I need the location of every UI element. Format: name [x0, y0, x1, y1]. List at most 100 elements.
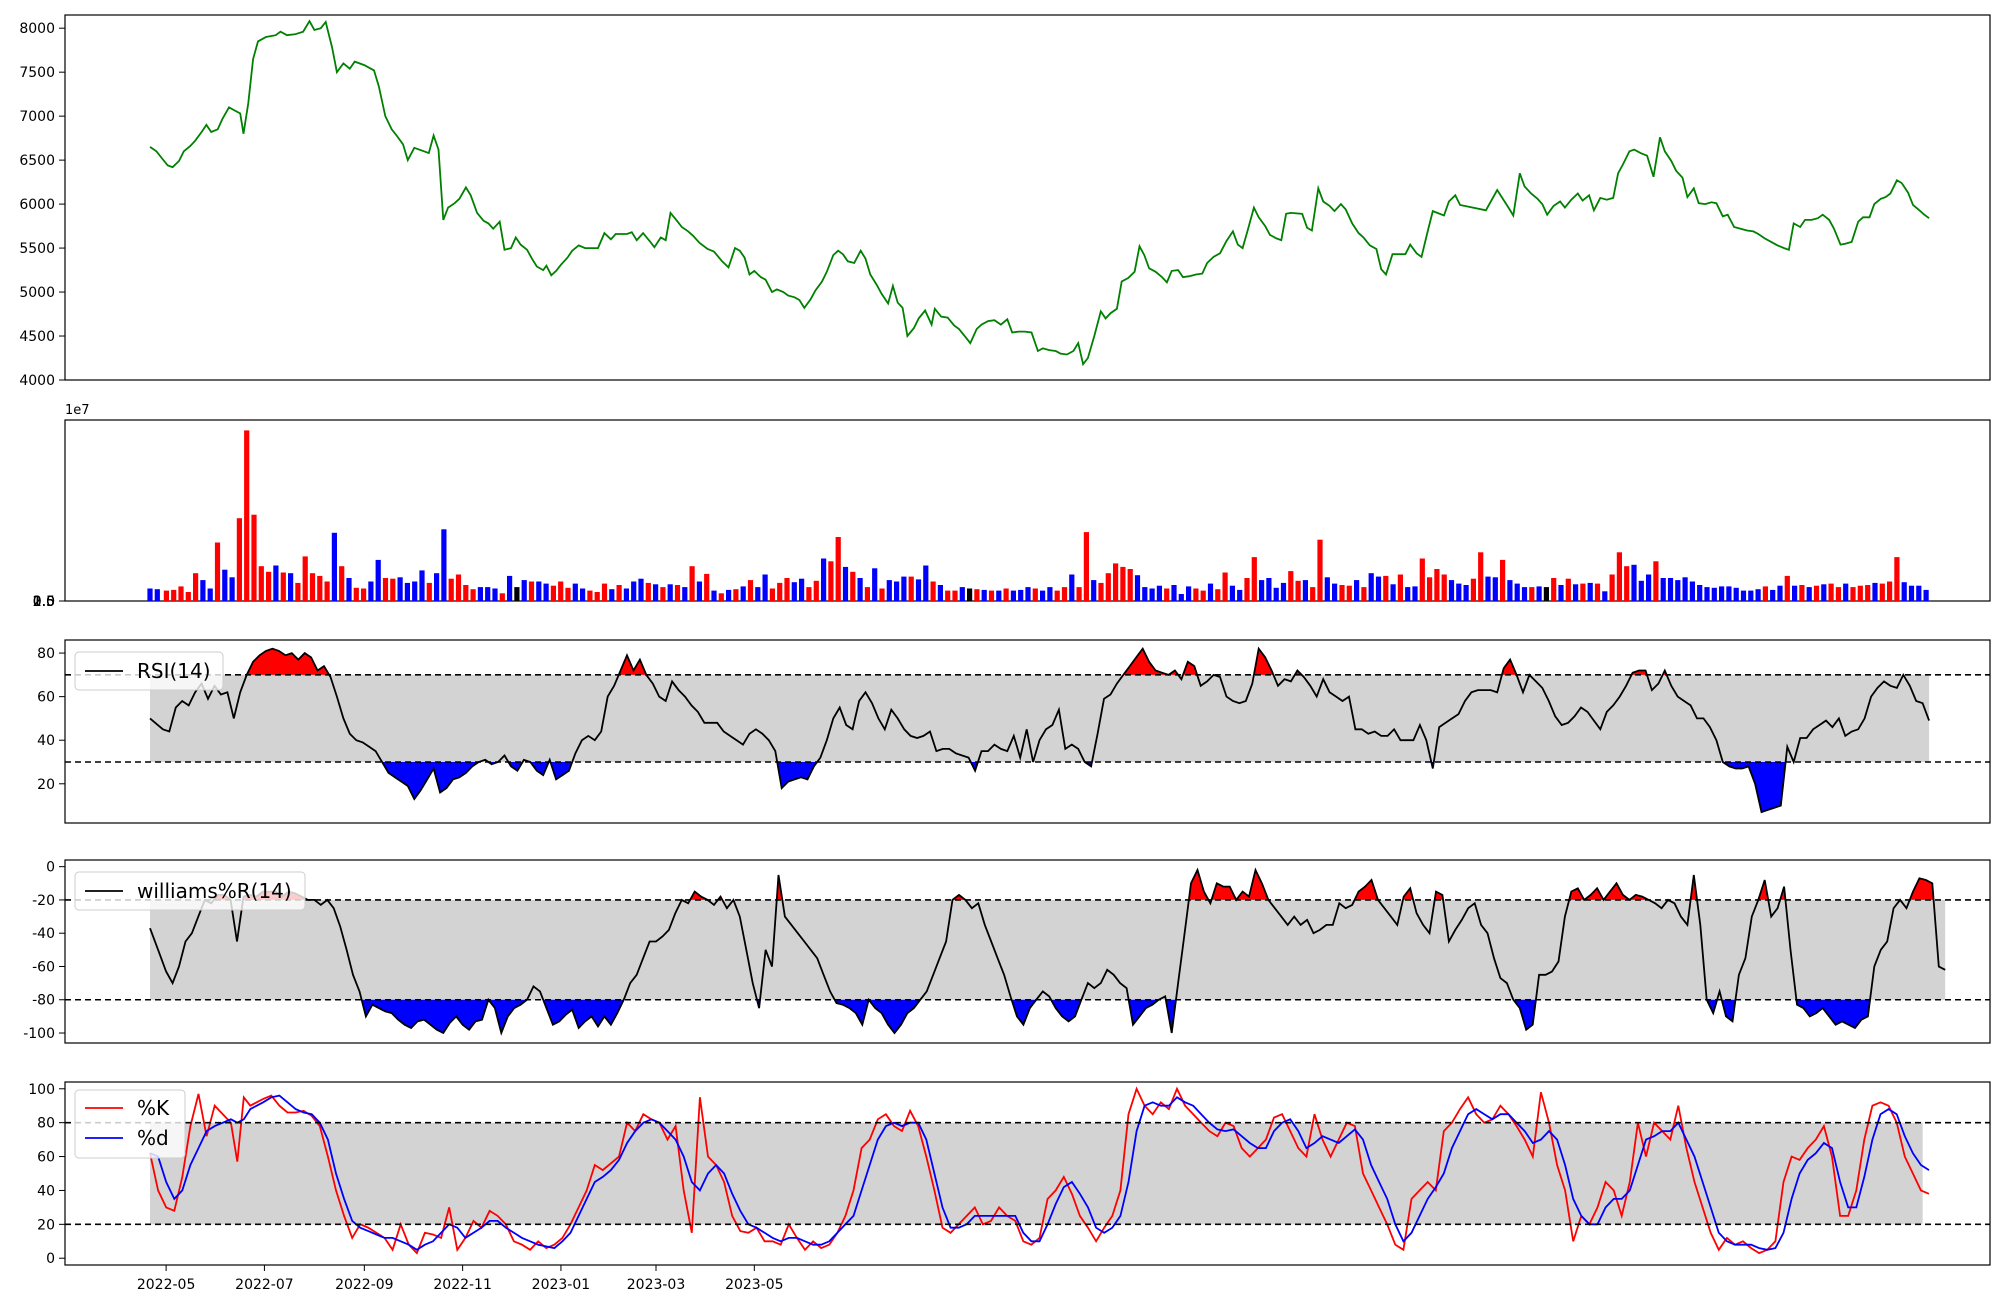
williams-r-overbought-fill — [1434, 891, 1444, 900]
volume-bar — [1069, 574, 1075, 601]
volume-ytick-label: 1.5 — [33, 594, 55, 610]
volume-bar — [222, 569, 228, 601]
volume-bar — [1500, 559, 1506, 601]
volume-bar — [1324, 577, 1330, 601]
volume-bar — [1916, 585, 1922, 601]
volume-bar — [1697, 585, 1703, 601]
volume-bar — [390, 578, 396, 601]
volume-bar — [1551, 578, 1557, 601]
williams-r-oversold-fill — [1128, 999, 1159, 1025]
volume-bar — [1346, 585, 1352, 601]
volume-bar — [930, 581, 936, 601]
volume-bar — [1405, 587, 1411, 601]
price-ytick-label: 6500 — [19, 153, 55, 169]
volume-bar — [361, 588, 367, 601]
stoch-legend-label: %d — [137, 1126, 169, 1150]
volume-bar — [821, 558, 827, 601]
volume-bar — [762, 574, 768, 601]
volume-bar — [1200, 590, 1206, 601]
volume-bar — [1142, 587, 1148, 601]
volume-bar — [558, 581, 564, 601]
volume-bar — [1156, 585, 1162, 601]
volume-bar — [1784, 575, 1790, 601]
rsi-oversold-fill — [777, 762, 818, 789]
volume-bar — [1543, 587, 1549, 601]
volume-bar — [1164, 588, 1170, 601]
stoch-d-line — [149, 1094, 1930, 1251]
volume-bar — [1083, 532, 1089, 601]
volume-bar — [477, 587, 483, 601]
volume-bar — [1061, 587, 1068, 601]
volume-bar — [674, 585, 681, 601]
volume-bar — [1332, 583, 1338, 601]
volume-bar — [485, 587, 491, 601]
volume-bar — [1887, 581, 1893, 601]
volume-ytick-label: 2.5 — [33, 594, 55, 610]
williams-r-panel-frame — [64, 859, 1991, 1044]
stoch-panel-frame — [64, 1081, 1991, 1266]
volume-bar — [711, 590, 717, 601]
volume-bar — [1149, 588, 1155, 601]
price-ytick-label: 4500 — [19, 329, 55, 345]
volume-bar — [441, 529, 447, 601]
volume-bar — [463, 585, 469, 601]
williams-r-oversold-fill — [1165, 999, 1176, 1033]
volume-bar — [601, 583, 608, 601]
williams-r-oversold-fill — [1721, 999, 1736, 1022]
volume-bar — [609, 589, 615, 601]
rsi-band — [150, 674, 1930, 762]
williams-r-oversold-fill — [1011, 999, 1037, 1025]
volume-bar — [1025, 587, 1031, 601]
volume-bar — [528, 581, 535, 601]
stoch-ytick-label: 80 — [37, 1116, 55, 1132]
volume-bar — [514, 587, 520, 601]
volume-bar — [412, 581, 418, 601]
volume-bar — [813, 580, 819, 601]
volume-bar — [448, 578, 454, 601]
volume-bar — [375, 559, 381, 601]
rsi-ytick-label: 40 — [37, 733, 55, 749]
volume-bar — [1040, 590, 1046, 601]
volume-bar — [331, 532, 337, 601]
williams-r-oversold-fill — [1051, 999, 1082, 1022]
volume-bar — [470, 589, 476, 601]
x-tick-label: 2022-11 — [433, 1277, 492, 1293]
rsi-legend: RSI(14) — [74, 651, 224, 691]
volume-bar — [1193, 588, 1199, 601]
volume-bar — [1821, 584, 1827, 601]
stoch-legend-box — [74, 1089, 186, 1159]
volume-bar — [1631, 564, 1637, 601]
volume-bar — [1850, 587, 1856, 601]
volume-bar — [1390, 584, 1396, 601]
volume-bar — [755, 587, 761, 601]
volume-bar — [368, 581, 374, 601]
volume-bar — [1799, 585, 1805, 601]
williams-r-legend: williams%R(14) — [74, 871, 306, 911]
volume-bar — [1470, 578, 1476, 601]
volume-bar — [696, 581, 702, 601]
volume-bar — [1602, 591, 1608, 601]
volume-bar — [1018, 589, 1024, 601]
williams-r-oversold-fill — [1796, 999, 1870, 1028]
volume-bar — [1419, 558, 1425, 601]
volume-bar — [1478, 552, 1484, 601]
volume-bar — [1127, 569, 1133, 601]
volume-bar — [147, 588, 153, 601]
volume-bar — [251, 514, 257, 601]
volume-bar — [1580, 583, 1586, 601]
volume-bar — [266, 571, 272, 601]
volume-bar — [1273, 587, 1279, 601]
volume-bar — [404, 582, 410, 601]
volume-bar — [835, 537, 841, 601]
volume-bar — [171, 589, 177, 601]
volume-bar — [1251, 557, 1257, 601]
volume-bar — [1222, 572, 1228, 601]
volume-bar — [872, 568, 878, 601]
volume-bar — [1280, 582, 1287, 601]
volume-bar — [455, 574, 462, 601]
volume-bar — [1259, 580, 1265, 601]
x-tick-label: 2022-07 — [235, 1277, 294, 1293]
volume-bar — [784, 578, 790, 601]
volume-bar — [1412, 586, 1418, 601]
